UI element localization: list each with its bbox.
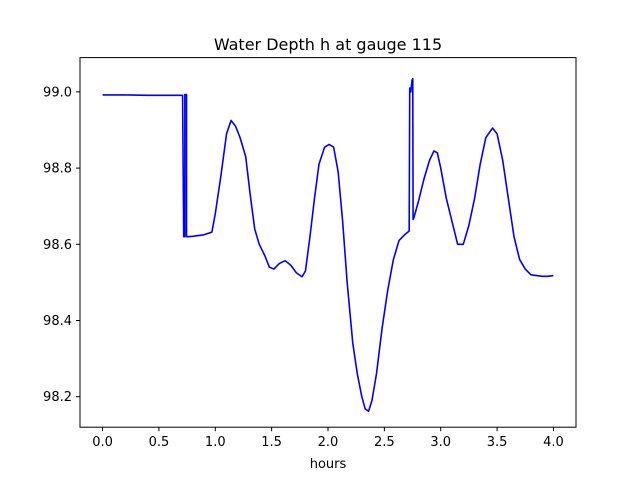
x-tick-label: 1.5 <box>261 435 282 450</box>
chart-title: Water Depth h at gauge 115 <box>214 35 442 54</box>
plot-area <box>102 77 554 413</box>
x-tick-label: 0.5 <box>149 435 170 450</box>
y-tick-label: 98.6 <box>43 238 72 253</box>
x-axis-label: hours <box>310 457 347 472</box>
x-tick-label: 1.0 <box>205 435 226 450</box>
x-tick-label: 4.0 <box>543 435 564 450</box>
y-tick-label: 98.2 <box>43 390 72 405</box>
y-tick-label: 98.4 <box>43 314 72 329</box>
x-tick-label: 2.5 <box>374 435 395 450</box>
y-tick-label: 99.0 <box>43 85 72 100</box>
axes-frame <box>79 57 577 428</box>
x-tick-label: 3.5 <box>487 435 508 450</box>
series-line-0 <box>102 77 554 413</box>
x-tick-label: 2.0 <box>318 435 339 450</box>
y-tick-label: 98.8 <box>43 162 72 177</box>
x-tick-label: 3.0 <box>430 435 451 450</box>
y-axis-ticks: 98.2 98.4 98.6 98.8 99.0 <box>43 85 80 405</box>
x-tick-label: 0.0 <box>92 435 113 450</box>
x-axis-ticks: 0.0 0.5 1.0 1.5 2.0 2.5 3.0 3.5 4.0 <box>92 427 564 450</box>
